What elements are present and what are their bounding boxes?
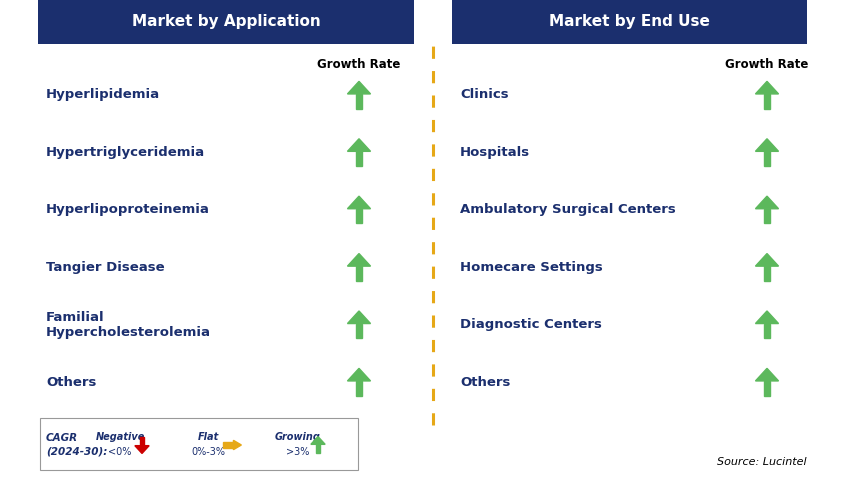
Polygon shape [764, 151, 771, 166]
Text: Hypertriglyceridemia: Hypertriglyceridemia [46, 146, 205, 159]
Polygon shape [311, 437, 325, 444]
Polygon shape [347, 311, 371, 323]
Text: Familial
Hypercholesterolemia: Familial Hypercholesterolemia [46, 311, 211, 339]
Polygon shape [764, 381, 771, 395]
Polygon shape [764, 94, 771, 109]
Text: Hospitals: Hospitals [460, 146, 530, 159]
Polygon shape [755, 196, 779, 209]
Polygon shape [755, 311, 779, 323]
Polygon shape [356, 266, 362, 281]
Polygon shape [764, 266, 771, 281]
Polygon shape [347, 196, 371, 209]
Polygon shape [347, 368, 371, 381]
Polygon shape [764, 323, 771, 338]
Polygon shape [347, 139, 371, 151]
Polygon shape [140, 437, 144, 445]
Polygon shape [347, 81, 371, 94]
Text: Hyperlipoproteinemia: Hyperlipoproteinemia [46, 203, 210, 216]
Polygon shape [764, 209, 771, 223]
Text: 0%-3%: 0%-3% [191, 447, 225, 457]
Text: Market by Application: Market by Application [132, 15, 320, 29]
Text: (2024-30):: (2024-30): [46, 446, 107, 456]
Text: Growth Rate: Growth Rate [317, 58, 400, 71]
Text: >3%: >3% [287, 447, 309, 457]
Polygon shape [316, 444, 320, 453]
Polygon shape [135, 445, 149, 453]
Text: Others: Others [460, 375, 510, 389]
Text: Clinics: Clinics [460, 89, 508, 101]
Text: Others: Others [46, 375, 96, 389]
Polygon shape [234, 441, 241, 450]
Text: Hyperlipidemia: Hyperlipidemia [46, 89, 160, 101]
Bar [40, 418, 358, 470]
Text: Source: Lucintel: Source: Lucintel [717, 457, 807, 467]
Polygon shape [356, 323, 362, 338]
Text: Negative: Negative [95, 432, 145, 442]
Text: <0%: <0% [108, 447, 132, 457]
Polygon shape [755, 253, 779, 266]
Text: Growing: Growing [275, 432, 321, 442]
Bar [452, 0, 807, 44]
Polygon shape [347, 253, 371, 266]
Text: Market by End Use: Market by End Use [549, 15, 710, 29]
Text: Diagnostic Centers: Diagnostic Centers [460, 318, 602, 331]
Polygon shape [223, 442, 234, 447]
Polygon shape [356, 381, 362, 395]
Text: Homecare Settings: Homecare Settings [460, 261, 603, 274]
Polygon shape [356, 151, 362, 166]
Polygon shape [755, 81, 779, 94]
Text: CAGR: CAGR [46, 433, 78, 443]
Text: Growth Rate: Growth Rate [725, 58, 808, 71]
Text: Tangier Disease: Tangier Disease [46, 261, 164, 274]
Text: Flat: Flat [197, 432, 218, 442]
Polygon shape [356, 209, 362, 223]
Text: Ambulatory Surgical Centers: Ambulatory Surgical Centers [460, 203, 676, 216]
Bar [38, 0, 414, 44]
Polygon shape [755, 368, 779, 381]
Polygon shape [356, 94, 362, 109]
Polygon shape [755, 139, 779, 151]
